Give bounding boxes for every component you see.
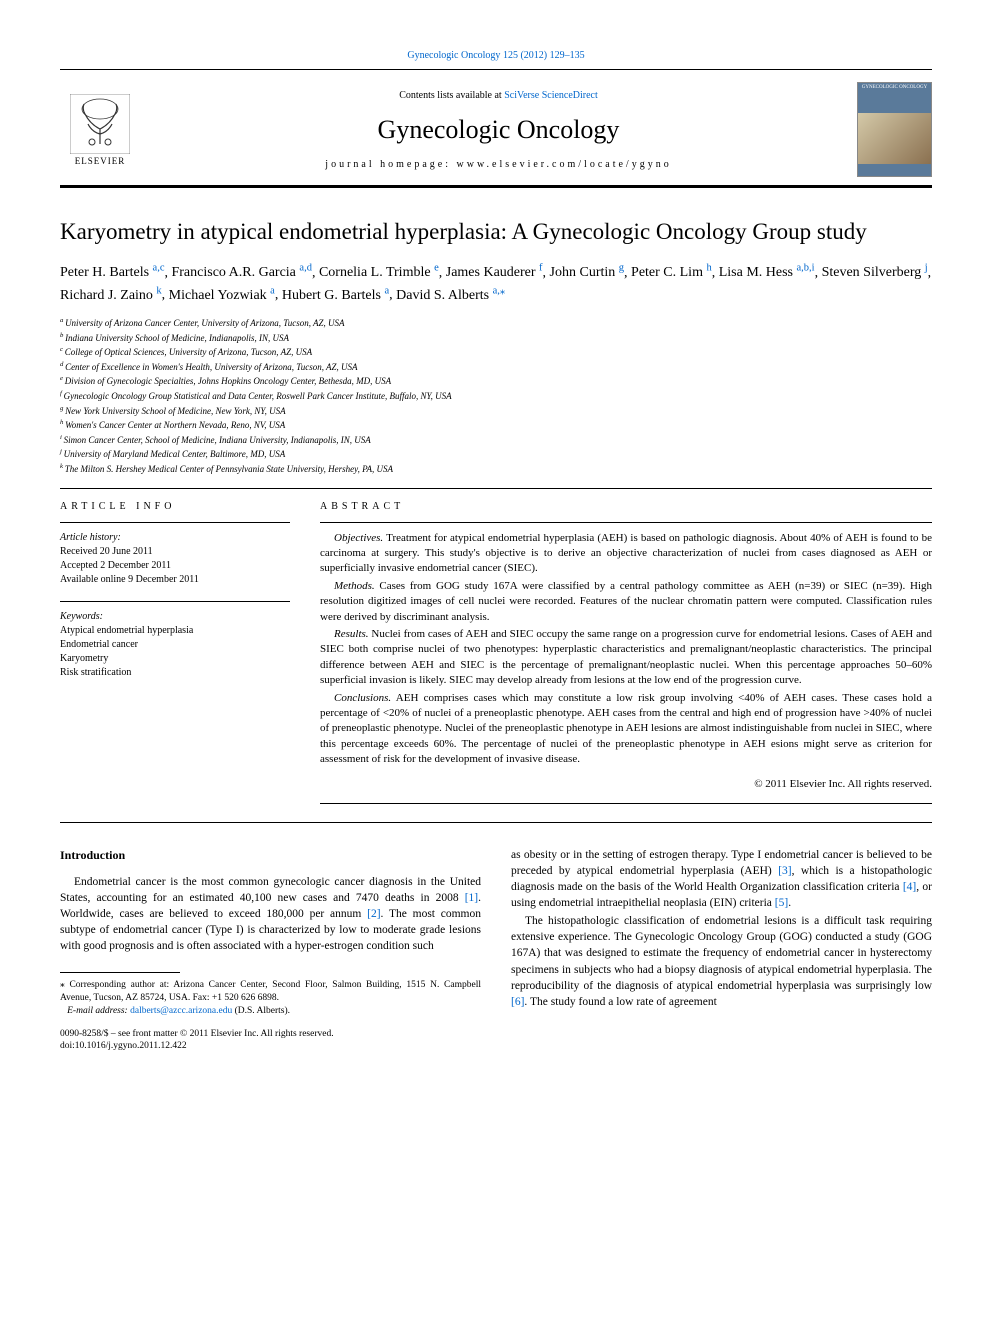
abstract-body: Objectives. Treatment for atypical endom… [320,531,932,793]
ref-link-5[interactable]: [5] [775,897,788,909]
journal-cover-thumb: GYNECOLOGIC ONCOLOGY [857,82,932,177]
affiliation: a University of Arizona Cancer Center, U… [60,316,932,330]
author-affil-link[interactable]: j [925,263,928,274]
keyword: Risk stratification [60,666,290,680]
affiliation: j University of Maryland Medical Center,… [60,447,932,461]
elsevier-label: ELSEVIER [75,156,126,166]
affiliation: k The Milton S. Hershey Medical Center o… [60,462,932,476]
affiliation: d Center of Excellence in Women's Health… [60,360,932,374]
affiliation: c College of Optical Sciences, Universit… [60,345,932,359]
intro-paragraph-1: Endometrial cancer is the most common gy… [60,874,481,954]
author-affil-link[interactable]: a [270,285,275,296]
author: Hubert G. Bartels a [282,288,389,303]
contents-line: Contents lists available at SciVerse Sci… [140,90,857,101]
journal-homepage: journal homepage: www.elsevier.com/locat… [140,159,857,170]
footnote-separator [60,972,180,973]
article-title: Karyometry in atypical endometrial hyper… [60,218,932,247]
elsevier-tree-icon [70,94,130,154]
intro-paragraph-2: as obesity or in the setting of estrogen… [511,847,932,911]
ref-link-6[interactable]: [6] [511,996,524,1008]
body-column-left: Introduction Endometrial cancer is the m… [60,847,481,1053]
author: David S. Alberts a,⁎ [396,288,505,303]
affiliation: g New York University School of Medicine… [60,404,932,418]
author-affil-link[interactable]: k [156,285,161,296]
abstract-copyright: © 2011 Elsevier Inc. All rights reserved… [320,777,932,792]
author: Richard J. Zaino k [60,288,162,303]
intro-paragraph-3: The histopathologic classification of en… [511,913,932,1010]
running-head: Gynecologic Oncology 125 (2012) 129–135 [60,50,932,61]
journal-header: ELSEVIER Contents lists available at Sci… [60,69,932,188]
author-affil-link[interactable]: a,d [299,263,312,274]
keyword: Atypical endometrial hyperplasia [60,624,290,638]
affiliation: b Indiana University School of Medicine,… [60,331,932,345]
sciencedirect-link[interactable]: SciVerse ScienceDirect [504,90,598,101]
corresponding-star-link[interactable]: ⁎ [500,285,505,296]
author-affil-link[interactable]: a,b,i [797,263,815,274]
author: Lisa M. Hess a,b,i [719,265,815,280]
keyword: Karyometry [60,652,290,666]
author-list: Peter H. Bartels a,c, Francisco A.R. Gar… [60,261,932,306]
author-affil-link[interactable]: g [619,263,624,274]
author-affil-link[interactable]: a,c [153,263,165,274]
author-affil-link[interactable]: h [706,263,711,274]
affiliation: h Women's Cancer Center at Northern Neva… [60,418,932,432]
ref-link-2[interactable]: [2] [367,908,380,920]
intro-heading: Introduction [60,847,481,864]
divider [60,488,932,489]
ref-link-4[interactable]: [4] [903,881,916,893]
ref-link-1[interactable]: [1] [465,892,478,904]
ref-link-3[interactable]: [3] [778,865,791,877]
affiliation: i Simon Cancer Center, School of Medicin… [60,433,932,447]
affiliation: e Division of Gynecologic Specialties, J… [60,374,932,388]
article-info-heading: ARTICLE INFO [60,501,290,512]
author: Peter H. Bartels a,c [60,265,164,280]
keywords-block: Keywords: Atypical endometrial hyperplas… [60,610,290,680]
author: Steven Silverberg j [822,265,928,280]
body-column-right: as obesity or in the setting of estrogen… [511,847,932,1053]
author: John Curtin g [550,265,624,280]
author: Michael Yozwiak a [169,288,275,303]
keyword: Endometrial cancer [60,638,290,652]
author: Francisco A.R. Garcia a,d [171,265,311,280]
affiliation: f Gynecologic Oncology Group Statistical… [60,389,932,403]
email-link[interactable]: dalberts@azcc.arizona.edu [130,1006,232,1016]
elsevier-logo: ELSEVIER [60,87,140,172]
article-history: Article history: Received 20 June 2011 A… [60,531,290,587]
author: Cornelia L. Trimble e [319,265,439,280]
running-head-link[interactable]: Gynecologic Oncology 125 (2012) 129–135 [407,50,584,61]
affiliation-list: a University of Arizona Cancer Center, U… [60,316,932,476]
author: Peter C. Lim h [631,265,712,280]
journal-name: Gynecologic Oncology [140,115,857,145]
author-affil-link[interactable]: a [385,285,390,296]
author: James Kauderer f [446,265,543,280]
corresponding-author-footnote: ⁎ Corresponding author at: Arizona Cance… [60,979,481,1017]
author-affil-link[interactable]: f [539,263,543,274]
author-affil-link[interactable]: a, [493,285,500,296]
author-affil-link[interactable]: e [434,263,439,274]
issn-doi-block: 0090-8258/$ – see front matter © 2011 El… [60,1028,481,1054]
abstract-heading: ABSTRACT [320,501,932,512]
